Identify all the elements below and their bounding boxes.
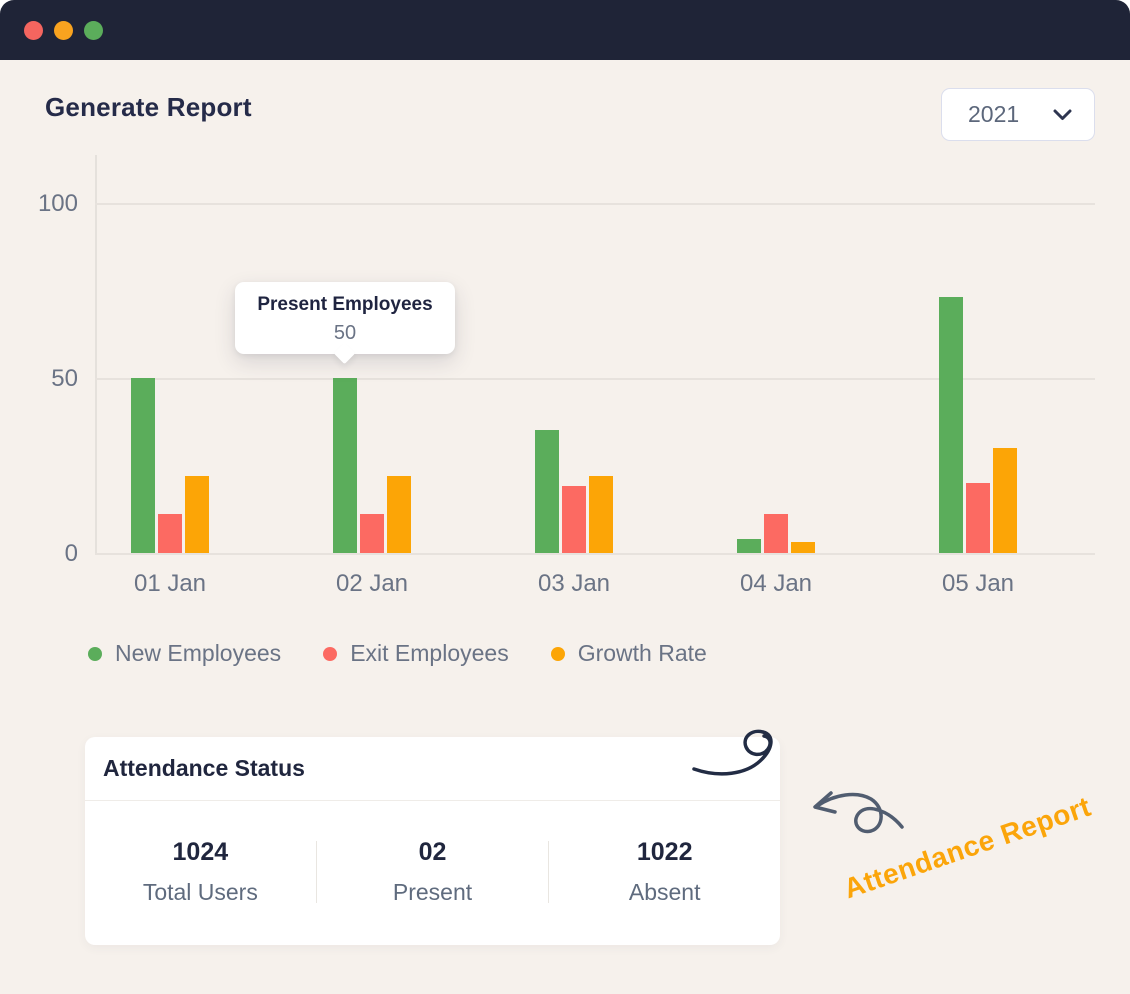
bar-growth-rate-01-jan[interactable] xyxy=(185,476,209,553)
bar-exit-employees-04-jan[interactable] xyxy=(764,514,788,553)
gridline-100 xyxy=(95,203,1095,205)
legend-item-new-employees[interactable]: New Employees xyxy=(88,640,281,667)
bar-new-employees-05-jan[interactable] xyxy=(939,297,963,553)
stat-divider xyxy=(547,841,550,903)
chart-tooltip-caret xyxy=(333,342,356,365)
page-title: Generate Report xyxy=(45,92,252,122)
legend-dot-green xyxy=(88,646,102,661)
maximize-window-icon[interactable] xyxy=(84,21,103,40)
stat-value: 1024 xyxy=(172,838,229,866)
bar-exit-employees-05-jan[interactable] xyxy=(966,483,990,553)
year-dropdown-value: 2021 xyxy=(968,101,1020,127)
x-tick-label-05-jan: 05 Jan xyxy=(941,570,1015,597)
stat-value: 02 xyxy=(418,838,447,866)
stat-label: Present xyxy=(392,879,473,905)
x-tick-label-01-jan: 01 Jan xyxy=(133,570,207,597)
stat-label: Absent xyxy=(628,879,701,905)
legend-item-exit-employees[interactable]: Exit Employees xyxy=(323,640,509,667)
gridline-50 xyxy=(95,378,1095,380)
x-tick-label-04-jan: 04 Jan xyxy=(739,570,813,597)
legend-label: New Employees xyxy=(115,640,282,666)
stat-value: 1022 xyxy=(636,838,693,866)
close-window-icon[interactable] xyxy=(24,21,43,40)
attendance-card-title: Attendance Status xyxy=(103,755,305,781)
dashboard-body: Generate Report 2021 Present Employees 5… xyxy=(0,60,1130,994)
attendance-status-card: Attendance Status 1024 Total Users 02 Pr… xyxy=(85,737,780,945)
legend-item-growth-rate[interactable]: Growth Rate xyxy=(550,640,707,667)
bar-new-employees-02-jan[interactable] xyxy=(333,378,357,553)
curly-arrow-icon xyxy=(803,784,913,849)
employees-bar-chart: Present Employees 50 0 50 100 01 Jan 02 Jan 0… xyxy=(0,60,1130,760)
legend-label: Exit Employees xyxy=(350,640,509,666)
bar-exit-employees-02-jan[interactable] xyxy=(360,514,384,553)
legend-label: Growth Rate xyxy=(577,640,707,666)
chart-tooltip-title: Present Employees xyxy=(257,294,433,315)
stat-absent: 1022 Absent xyxy=(549,838,780,906)
chart-legend: New Employees Exit Employees Growth Rate xyxy=(88,640,707,667)
stat-label: Total Users xyxy=(142,879,258,905)
bar-growth-rate-02-jan[interactable] xyxy=(387,476,411,553)
legend-dot-orange xyxy=(550,646,565,661)
bar-growth-rate-03-jan[interactable] xyxy=(589,476,613,553)
y-tick-label-0: 0 xyxy=(64,540,78,567)
stat-total-users: 1024 Total Users xyxy=(85,838,316,906)
chart-tooltip-value: 50 xyxy=(333,322,357,344)
legend-dot-red xyxy=(323,646,338,661)
gridline-0 xyxy=(95,553,1095,555)
swirl-doodle-icon xyxy=(690,723,790,788)
bar-exit-employees-03-jan[interactable] xyxy=(562,486,586,553)
x-tick-label-02-jan: 02 Jan xyxy=(335,570,409,597)
bar-new-employees-01-jan[interactable] xyxy=(131,378,155,553)
stat-divider xyxy=(315,841,318,903)
stat-present: 02 Present xyxy=(317,838,548,906)
year-dropdown[interactable]: 2021 xyxy=(941,88,1095,141)
chart-tooltip: Present Employees 50 xyxy=(235,282,455,365)
window-titlebar xyxy=(0,0,1130,60)
attendance-stats-row: 1024 Total Users 02 Present 1022 Absent xyxy=(85,801,780,943)
minimize-window-icon[interactable] xyxy=(54,21,73,40)
chart-y-axis-line xyxy=(95,155,97,553)
attendance-card-header: Attendance Status xyxy=(85,737,780,801)
y-tick-label-100: 100 xyxy=(37,190,78,217)
bar-new-employees-04-jan[interactable] xyxy=(737,539,761,553)
bar-growth-rate-05-jan[interactable] xyxy=(993,448,1017,553)
bar-growth-rate-04-jan[interactable] xyxy=(791,542,815,553)
y-tick-label-50: 50 xyxy=(51,365,78,392)
bar-exit-employees-01-jan[interactable] xyxy=(158,514,182,553)
chevron-down-icon xyxy=(1053,109,1072,121)
bar-new-employees-03-jan[interactable] xyxy=(535,430,559,553)
x-tick-label-03-jan: 03 Jan xyxy=(537,570,611,597)
